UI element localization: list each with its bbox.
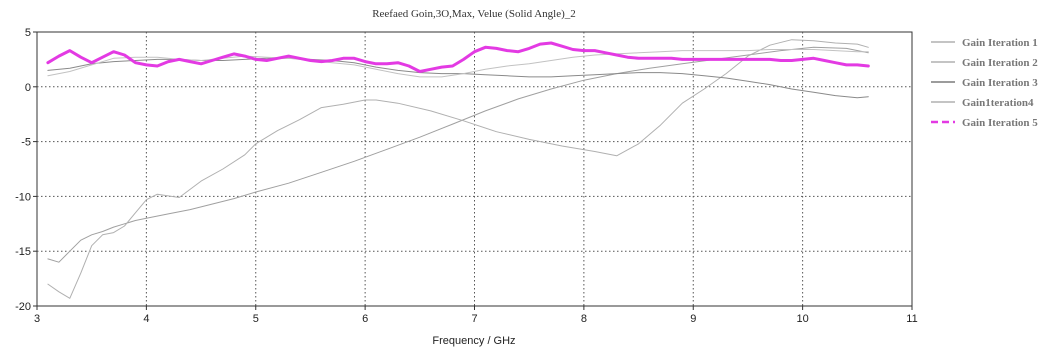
x-axis-label: Frequency / GHz [432, 335, 515, 347]
legend-label: Gain Iteration 1 [962, 37, 1038, 49]
series-line-5 [46, 41, 870, 73]
series-lines [46, 39, 870, 299]
y-tick-label: -5 [21, 137, 31, 149]
grid-lines [37, 32, 912, 306]
legend-label: Gain1teration4 [962, 97, 1034, 109]
chart-title: Reefaed Goin,3O,Max, Velue (Solid Angle)… [372, 8, 576, 20]
legend-label: Gain Iteration 3 [962, 77, 1038, 89]
x-tick-label: 6 [362, 313, 368, 325]
x-tick-label: 4 [143, 313, 149, 325]
x-tick-label: 8 [581, 313, 587, 325]
x-tick-label: 5 [253, 313, 259, 325]
legend: Gain Iteration 1 Gain Iteration 2 Gain Ite… [931, 37, 1038, 129]
x-tick-label: 7 [471, 313, 477, 325]
y-tick-label: -10 [15, 191, 31, 203]
y-tick-label: 0 [25, 82, 31, 94]
x-tick-label: 10 [797, 313, 809, 325]
series-line-1 [47, 46, 869, 263]
x-tick-label: 9 [690, 313, 696, 325]
y-tick-label: 5 [25, 27, 31, 39]
legend-label: Gain Iteration 2 [962, 57, 1038, 69]
legend-label: Gain Iteration 5 [962, 117, 1038, 129]
series-line-2 [47, 39, 869, 299]
x-tick-label: 3 [34, 313, 40, 325]
y-tick-label: -20 [15, 301, 31, 313]
y-tick-label: -15 [15, 246, 31, 258]
tick-labels: 3 4 5 6 7 8 9 10 11 5 0 -5 -10 -15 -20 [15, 27, 918, 325]
x-tick-label: 11 [906, 313, 917, 325]
